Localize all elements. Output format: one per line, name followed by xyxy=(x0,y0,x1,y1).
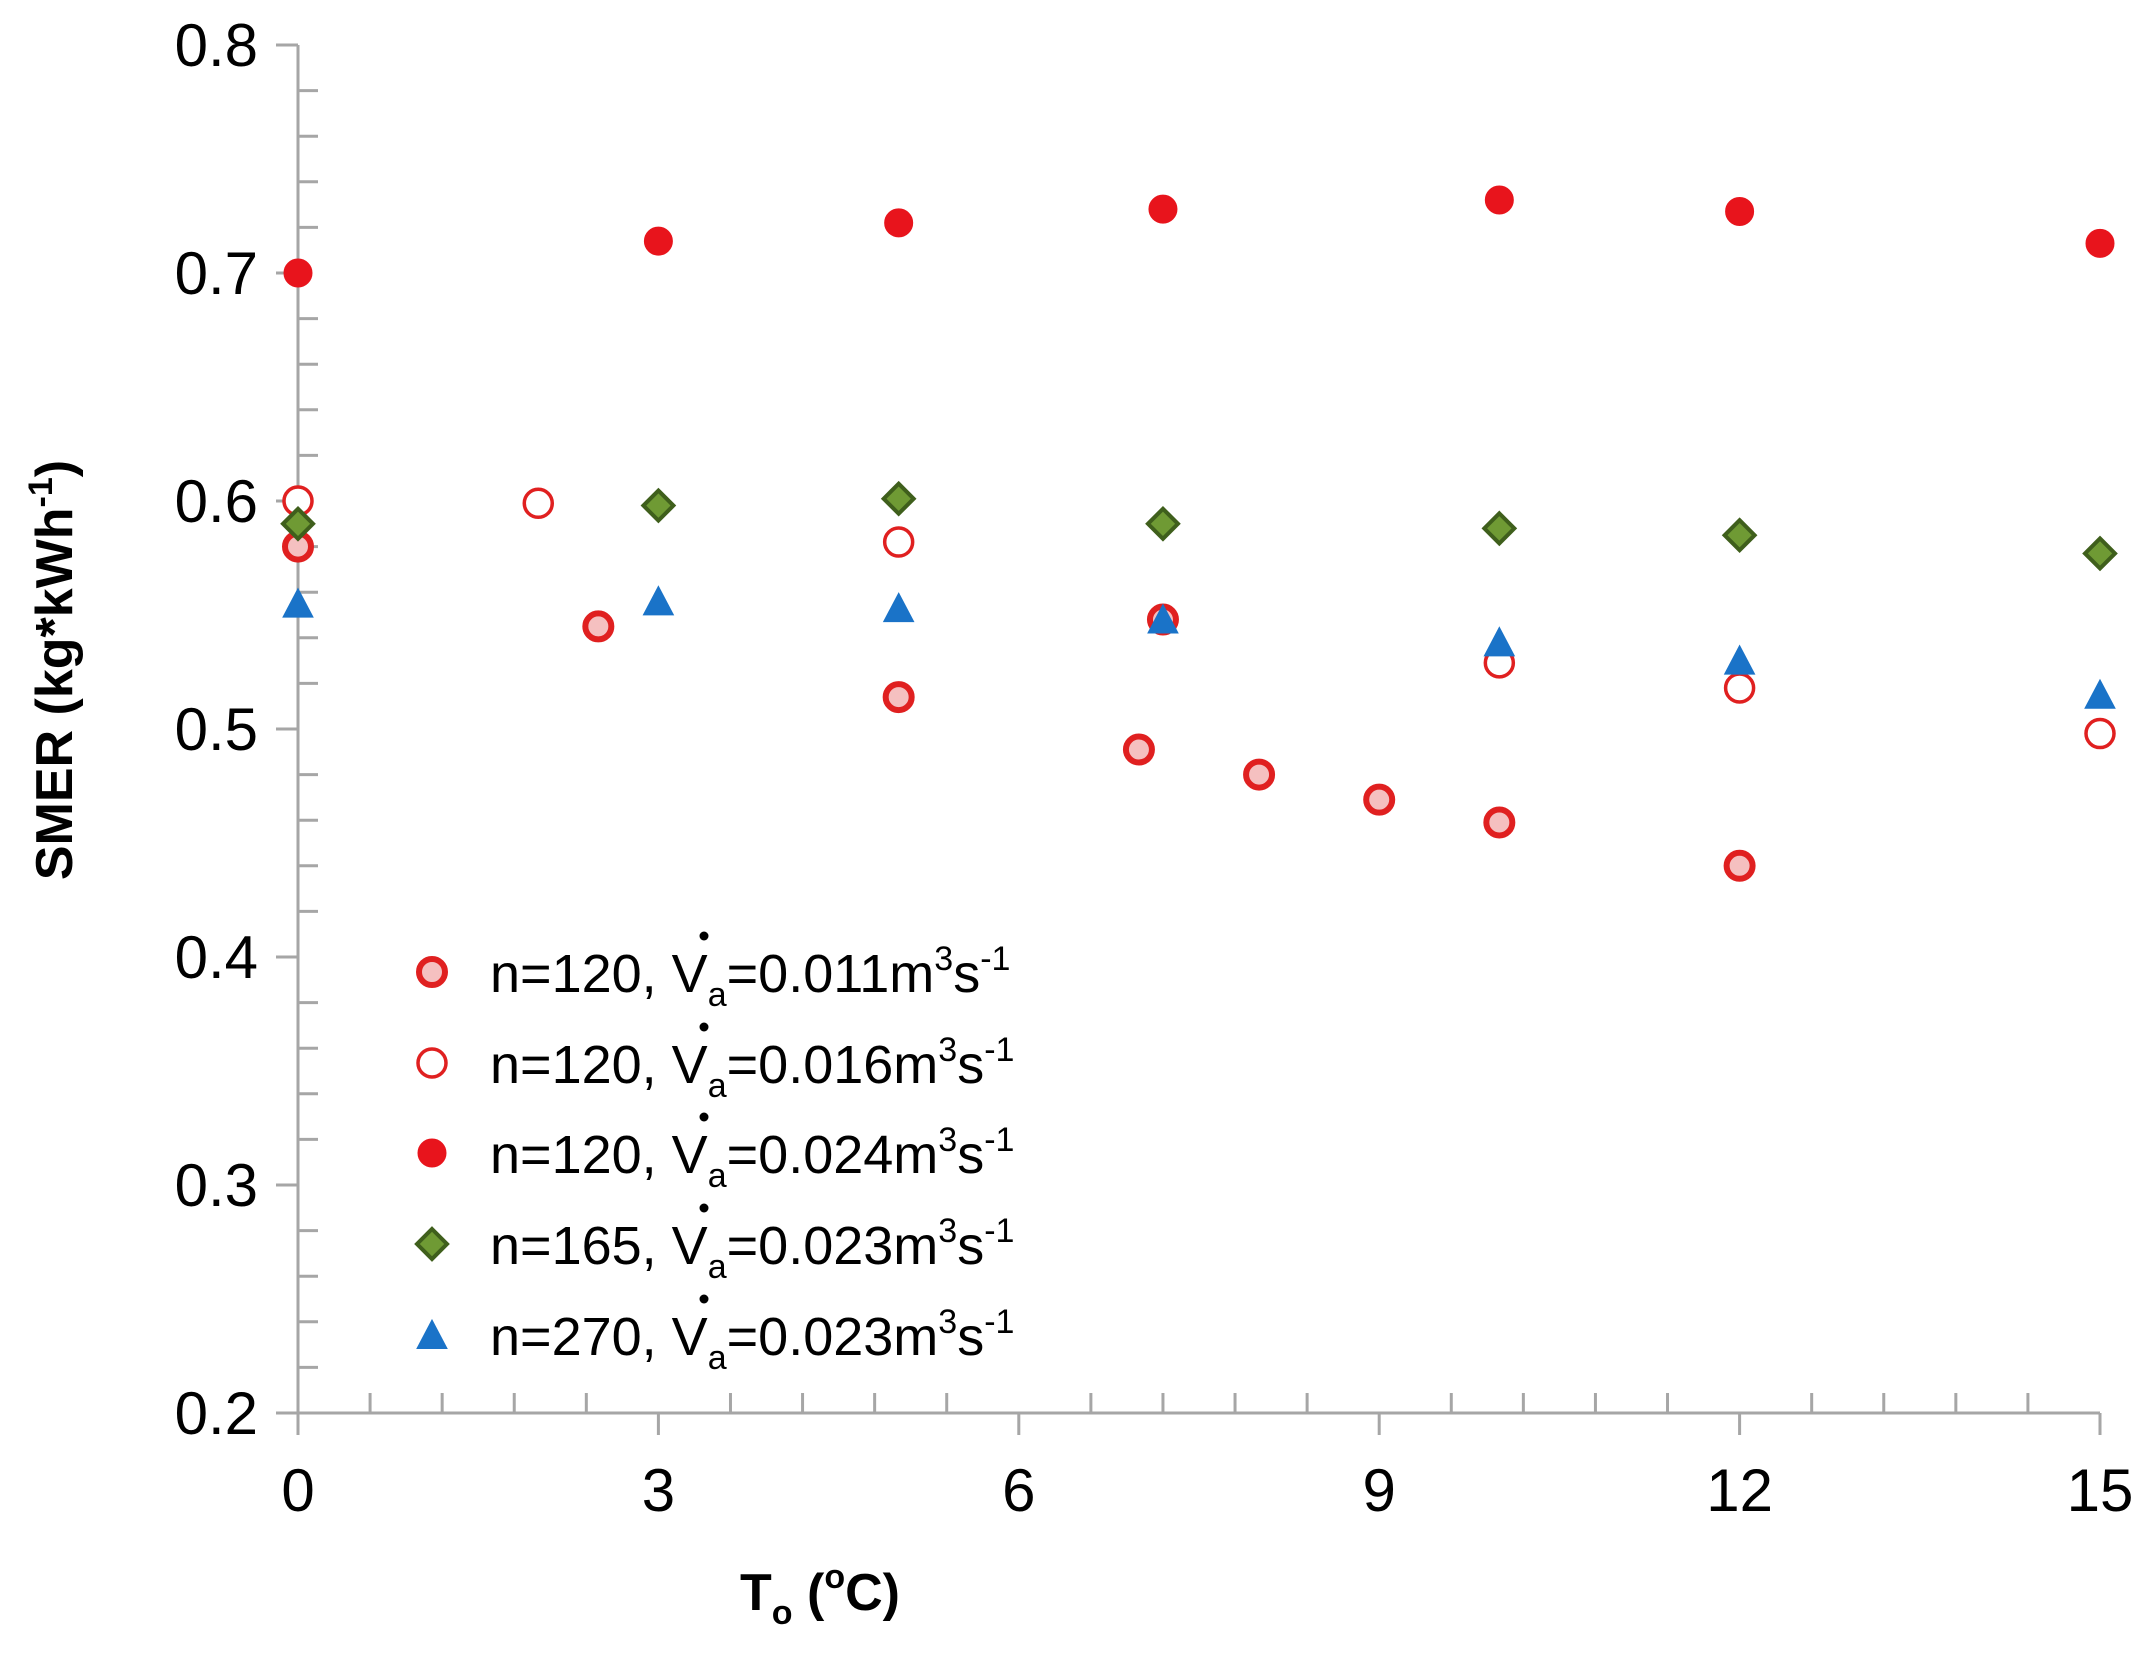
series-diamond xyxy=(280,480,2118,572)
data-point xyxy=(1483,806,1516,839)
legend-label: n=165, Va=0.023m3s-1 xyxy=(490,1212,1014,1286)
data-point xyxy=(2084,717,2116,750)
y-tick-label: 0.7 xyxy=(175,240,258,307)
data-point xyxy=(880,480,917,517)
legend-item: n=270, Va=0.023m3s-1 xyxy=(416,1294,1014,1377)
legend-marker xyxy=(414,1226,450,1262)
y-tick-label: 0.6 xyxy=(175,468,258,535)
legend-item: n=120, Va=0.024m3s-1 xyxy=(417,1112,1014,1195)
v-dot xyxy=(699,1294,709,1304)
data-point xyxy=(1363,783,1396,816)
data-point xyxy=(1481,510,1518,547)
y-tick-label: 0.3 xyxy=(175,1152,258,1219)
data-point xyxy=(642,585,675,616)
data-point xyxy=(283,258,313,288)
legend-marker xyxy=(416,1318,448,1349)
y-tick-label: 0.2 xyxy=(175,1380,258,1447)
v-dot xyxy=(699,1203,709,1213)
data-point xyxy=(884,208,914,238)
data-point xyxy=(1723,644,1756,675)
y-tick-label: 0.4 xyxy=(175,924,258,991)
legend-marker xyxy=(416,956,448,988)
x-axis-title: To (oC) xyxy=(740,1558,900,1632)
x-tick-label: 12 xyxy=(1706,1457,1773,1524)
data-point xyxy=(1243,758,1276,791)
x-tick-label: 3 xyxy=(642,1457,675,1524)
legend-marker xyxy=(417,1138,447,1168)
data-point xyxy=(882,681,915,714)
x-tick-label: 15 xyxy=(2067,1457,2134,1524)
data-point xyxy=(522,487,555,520)
legend-label: n=120, Va=0.011m3s-1 xyxy=(490,940,1010,1014)
data-point xyxy=(1147,603,1179,634)
data-point xyxy=(2082,535,2118,572)
series-circle-light xyxy=(282,530,1756,882)
data-point xyxy=(1122,733,1155,766)
axes: 0.2 0.3 0.4 0.5 0.6 0.7 0.8 0 3 6 9 12 15 xyxy=(175,12,2134,1524)
legend-label: n=120, Va=0.024m3s-1 xyxy=(490,1121,1014,1195)
data-point xyxy=(1721,517,1758,554)
data-point xyxy=(1725,196,1755,226)
legend-marker xyxy=(416,1047,448,1079)
legend: n=120, Va=0.011m3s-1 n=120, Va=0.016m3s-1… xyxy=(414,931,1014,1377)
y-tick-label: 0.8 xyxy=(175,12,258,79)
data-point xyxy=(882,526,915,558)
data-point xyxy=(1723,849,1756,882)
data-point xyxy=(582,610,615,643)
x-tick-label: 6 xyxy=(1002,1457,1035,1524)
v-dot xyxy=(699,1112,709,1122)
data-point xyxy=(1148,194,1178,224)
data-point xyxy=(1723,672,1756,704)
data-point xyxy=(1145,505,1181,542)
x-tick-label: 0 xyxy=(281,1457,314,1524)
data-point xyxy=(1483,626,1516,657)
series-triangle xyxy=(282,585,2116,709)
data-point xyxy=(2084,678,2116,709)
legend-label: n=120, Va=0.016m3s-1 xyxy=(490,1031,1014,1105)
data-point xyxy=(643,226,673,256)
legend-label: n=270, Va=0.023m3s-1 xyxy=(490,1303,1014,1377)
data-point xyxy=(280,505,316,542)
y-axis-title: SMER (kg*kWh-1) xyxy=(22,460,84,880)
data-point xyxy=(882,592,915,623)
data-point xyxy=(1484,185,1514,215)
data-points xyxy=(280,185,2118,882)
data-point xyxy=(282,587,314,618)
v-dot xyxy=(699,1022,709,1032)
series-circle-filled xyxy=(283,185,2115,288)
data-point xyxy=(640,487,677,524)
y-tick-label: 0.5 xyxy=(175,696,258,763)
legend-item: n=120, Va=0.016m3s-1 xyxy=(416,1022,1014,1105)
legend-item: n=165, Va=0.023m3s-1 xyxy=(414,1203,1014,1286)
legend-item: n=120, Va=0.011m3s-1 xyxy=(416,931,1010,1014)
x-tick-label: 9 xyxy=(1363,1457,1396,1524)
data-point xyxy=(2085,228,2115,258)
v-dot xyxy=(699,931,709,941)
series-circle-open xyxy=(282,485,2116,750)
